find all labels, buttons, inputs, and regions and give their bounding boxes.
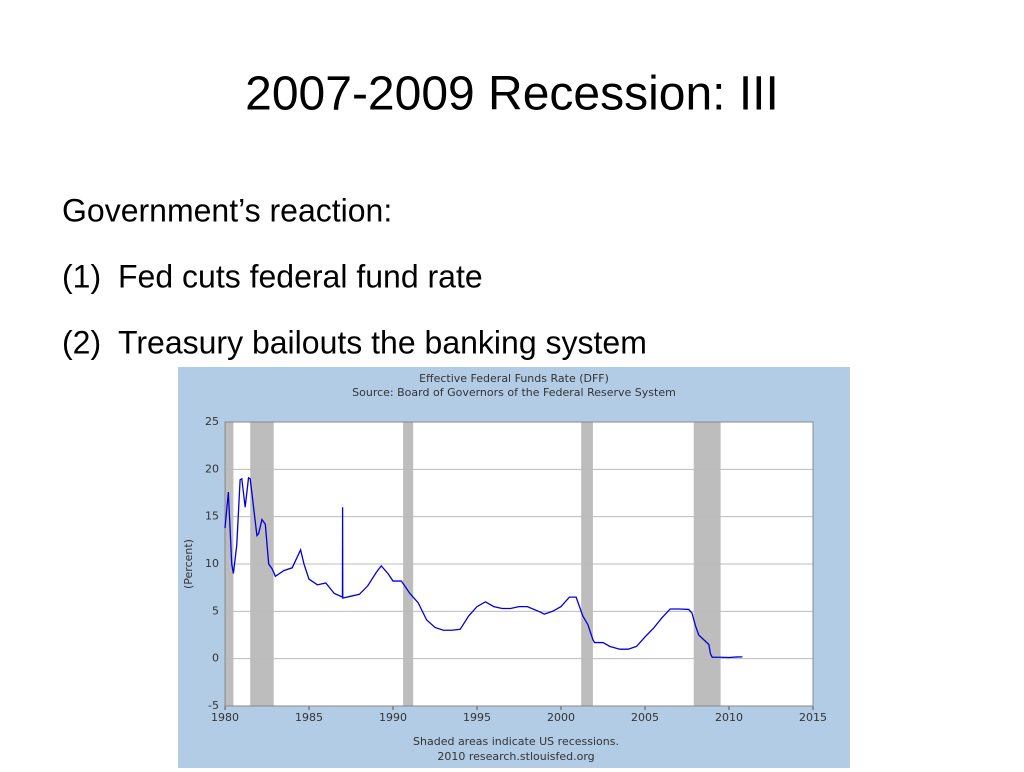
x-tick-label: 1995 [463, 711, 491, 724]
y-tick-label: 15 [205, 510, 219, 523]
rate-line [224, 476, 743, 659]
item-text: Treasury bailouts the banking system [118, 324, 647, 360]
item-text: Fed cuts federal fund rate [118, 258, 483, 294]
y-tick-label: 20 [205, 462, 219, 475]
item-number: (2) [62, 324, 101, 360]
note: Shaded areas indicate US recessions. [413, 735, 619, 748]
x-tick-label: 1990 [379, 711, 407, 724]
y-axis-label: (Percent) [182, 539, 195, 589]
y-tick-label: 25 [205, 415, 219, 428]
item-number: (1) [62, 258, 101, 294]
slide-title: 2007-2009 Recession: III [245, 68, 779, 121]
x-tick-label: 2010 [715, 711, 743, 724]
y-tick-label: -5 [208, 699, 219, 712]
y-tick-label: 5 [212, 604, 219, 617]
y-tick-label: 10 [205, 557, 219, 570]
plot-frame [224, 421, 814, 707]
intro: Government’s reaction: [62, 192, 392, 228]
note: 2010 research.stlouisfed.org [437, 750, 594, 763]
x-tick-label: 2000 [547, 711, 575, 724]
x-tick-label: 1980 [211, 711, 239, 724]
chart-title: Effective Federal Funds Rate (DFF) [419, 372, 609, 385]
x-tick-label: 1985 [295, 711, 323, 724]
chart-subtitle: Source: Board of Governors of the Federa… [352, 386, 676, 399]
y-tick-label: 0 [212, 652, 219, 665]
x-tick-label: 2005 [631, 711, 659, 724]
x-tick-label: 2015 [799, 711, 827, 724]
